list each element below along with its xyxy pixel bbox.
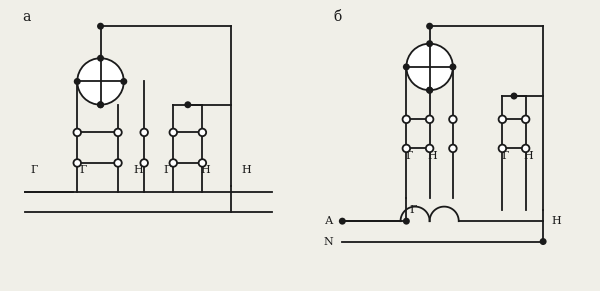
Text: Г: Г [502, 151, 509, 161]
Circle shape [403, 116, 410, 123]
Circle shape [449, 145, 457, 152]
Circle shape [449, 116, 457, 123]
Circle shape [522, 145, 529, 152]
Circle shape [403, 218, 410, 225]
Circle shape [499, 145, 506, 152]
Circle shape [426, 40, 433, 47]
Circle shape [539, 238, 547, 245]
Circle shape [97, 101, 104, 108]
Circle shape [73, 159, 81, 167]
Circle shape [426, 87, 433, 94]
Circle shape [426, 145, 433, 152]
Circle shape [426, 87, 433, 94]
Circle shape [97, 55, 104, 62]
Circle shape [511, 93, 518, 100]
Circle shape [403, 63, 410, 70]
Circle shape [426, 23, 433, 30]
Circle shape [114, 159, 122, 167]
Circle shape [169, 159, 177, 167]
Text: Г: Г [79, 165, 87, 175]
Circle shape [73, 129, 81, 136]
Circle shape [97, 101, 104, 108]
Circle shape [97, 23, 104, 30]
Circle shape [339, 218, 346, 225]
Text: Н: Н [241, 165, 251, 175]
Text: б: б [334, 10, 342, 24]
Circle shape [403, 145, 410, 152]
Circle shape [121, 78, 127, 85]
Circle shape [449, 63, 457, 70]
Text: Г: Г [409, 205, 416, 215]
Circle shape [406, 44, 453, 90]
Text: Н: Н [428, 151, 437, 161]
Circle shape [199, 129, 206, 136]
Text: Н: Н [200, 165, 210, 175]
Circle shape [499, 116, 506, 123]
Text: Н: Н [524, 151, 533, 161]
Circle shape [74, 78, 81, 85]
Circle shape [522, 116, 529, 123]
Text: Г: Г [164, 165, 171, 175]
Circle shape [199, 159, 206, 167]
Text: N: N [324, 237, 334, 246]
Circle shape [169, 129, 177, 136]
Circle shape [114, 129, 122, 136]
Text: Н: Н [552, 216, 562, 226]
Circle shape [140, 159, 148, 167]
Text: Г: Г [30, 165, 37, 175]
Circle shape [184, 101, 191, 108]
Text: а: а [22, 10, 31, 24]
Circle shape [426, 116, 433, 123]
Circle shape [140, 129, 148, 136]
Text: А: А [325, 216, 334, 226]
Circle shape [77, 58, 124, 105]
Text: Г: Г [406, 151, 413, 161]
Text: Н: Н [133, 165, 143, 175]
